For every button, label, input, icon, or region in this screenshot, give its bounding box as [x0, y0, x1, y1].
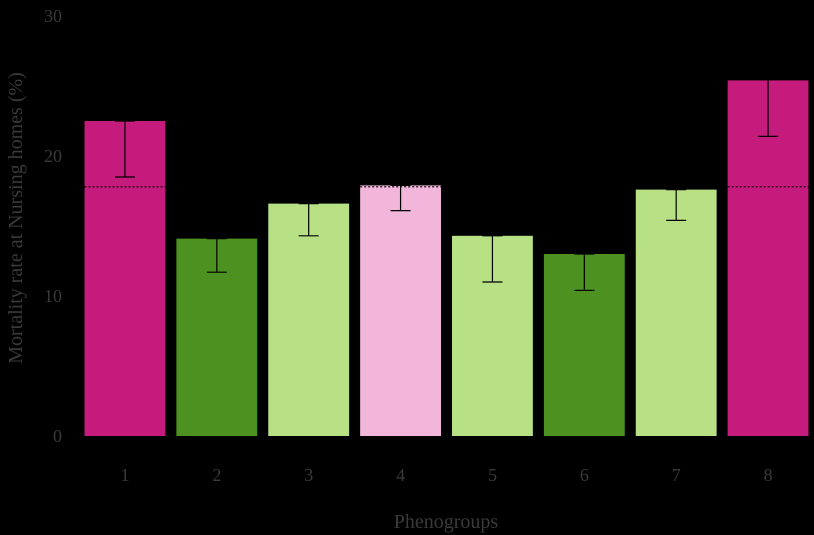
- x-tick-label: 4: [396, 465, 405, 485]
- x-tick-label: 7: [672, 465, 681, 485]
- x-tick-label: 2: [212, 465, 221, 485]
- y-tick-label: 0: [53, 426, 62, 446]
- x-tick-label: 1: [120, 465, 129, 485]
- bar: [727, 80, 809, 437]
- x-axis-ticks: 1 2 3 4 5 6 7 8: [120, 465, 772, 485]
- y-axis-title: Mortality rate at Nursing homes (%): [5, 72, 27, 364]
- y-axis-ticks: 0 10 20 30: [44, 6, 62, 446]
- y-tick-label: 20: [44, 146, 62, 166]
- x-axis-title: Phenogroups: [394, 511, 499, 533]
- bar: [635, 189, 717, 436]
- bar: [268, 203, 350, 436]
- y-tick-label: 30: [44, 6, 62, 26]
- y-tick-label: 10: [44, 286, 62, 306]
- x-tick-label: 5: [488, 465, 497, 485]
- bar: [360, 185, 441, 436]
- x-tick-label: 6: [580, 465, 589, 485]
- x-tick-label: 3: [304, 465, 313, 485]
- error-bars-group: [114, 72, 779, 291]
- x-tick-label: 8: [764, 465, 773, 485]
